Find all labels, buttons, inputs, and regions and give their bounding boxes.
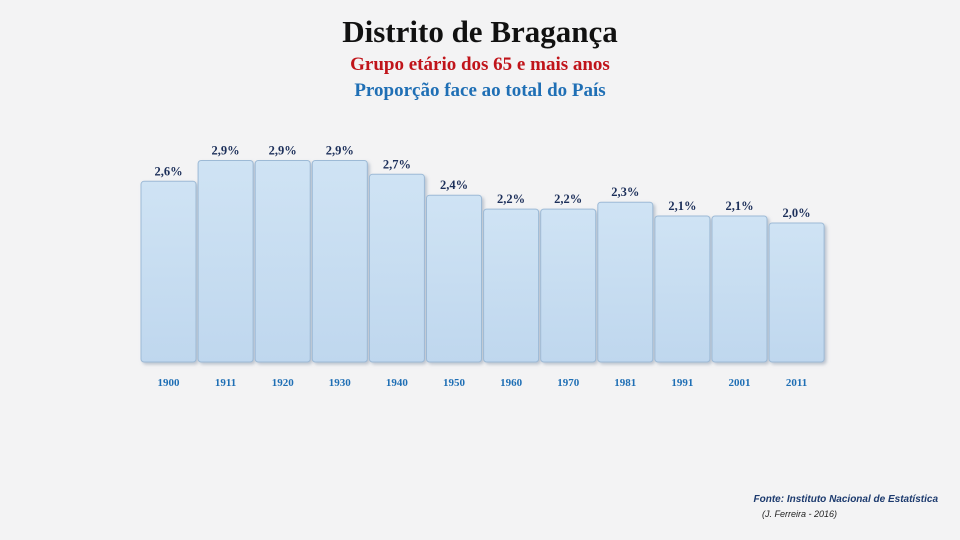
value-label-1900: 2,6% xyxy=(154,164,182,178)
value-label-1940: 2,7% xyxy=(383,157,411,171)
x-tick-2001: 2001 xyxy=(729,377,751,389)
x-axis-tick-labels: 1900 1911 1920 1930 1940 1950 1960 1970 1981 1991… xyxy=(158,377,808,389)
chart-subtitle-age-group: Grupo etário dos 65 e mais anos xyxy=(350,54,610,75)
bar-1960 xyxy=(483,208,540,363)
x-tick-1981: 1981 xyxy=(614,377,636,389)
bar-1930 xyxy=(311,160,368,363)
value-label-2001: 2,1% xyxy=(725,199,753,213)
author-note: (J. Ferreira - 2016) xyxy=(762,509,838,519)
bar-1991 xyxy=(654,215,711,363)
value-label-1960: 2,2% xyxy=(497,192,525,206)
x-tick-2011: 2011 xyxy=(786,377,807,389)
bar-1920 xyxy=(254,160,311,363)
bar-2001 xyxy=(711,215,768,363)
bar-1981 xyxy=(597,201,654,363)
bar-1970 xyxy=(540,208,597,363)
value-label-1970: 2,2% xyxy=(554,192,582,206)
bar-1911 xyxy=(197,160,254,363)
bar-1940 xyxy=(368,173,425,363)
x-tick-1920: 1920 xyxy=(272,377,295,389)
source-note: Fonte: Instituto Nacional de Estatística xyxy=(753,494,938,505)
x-tick-1900: 1900 xyxy=(158,377,181,389)
x-tick-1950: 1950 xyxy=(443,377,466,389)
value-label-1950: 2,4% xyxy=(440,178,468,192)
value-label-1911: 2,9% xyxy=(212,144,240,158)
x-tick-1960: 1960 xyxy=(500,377,523,389)
bar-1900 xyxy=(140,180,197,363)
x-tick-1991: 1991 xyxy=(671,377,693,389)
x-tick-1930: 1930 xyxy=(329,377,352,389)
value-label-2011: 2,0% xyxy=(783,206,811,220)
value-label-1981: 2,3% xyxy=(611,185,639,199)
value-label-1991: 2,1% xyxy=(668,199,696,213)
bars-group xyxy=(140,160,825,363)
value-label-1920: 2,9% xyxy=(269,144,297,158)
bar-1950 xyxy=(426,194,482,363)
chart-subtitle-proportion: Proporção face ao total do País xyxy=(354,80,606,101)
x-tick-1940: 1940 xyxy=(386,377,409,389)
value-labels-group: 2,6% 2,9% 2,9% 2,9% 2,7% 2,4% 2,2% 2,2% 2,3% 2,1%… xyxy=(154,144,810,221)
value-label-1930: 2,9% xyxy=(326,144,354,158)
x-tick-1911: 1911 xyxy=(215,377,236,389)
bar-2011 xyxy=(768,222,825,363)
x-tick-1970: 1970 xyxy=(557,377,580,389)
chart-title: Distrito de Bragança xyxy=(342,14,618,49)
